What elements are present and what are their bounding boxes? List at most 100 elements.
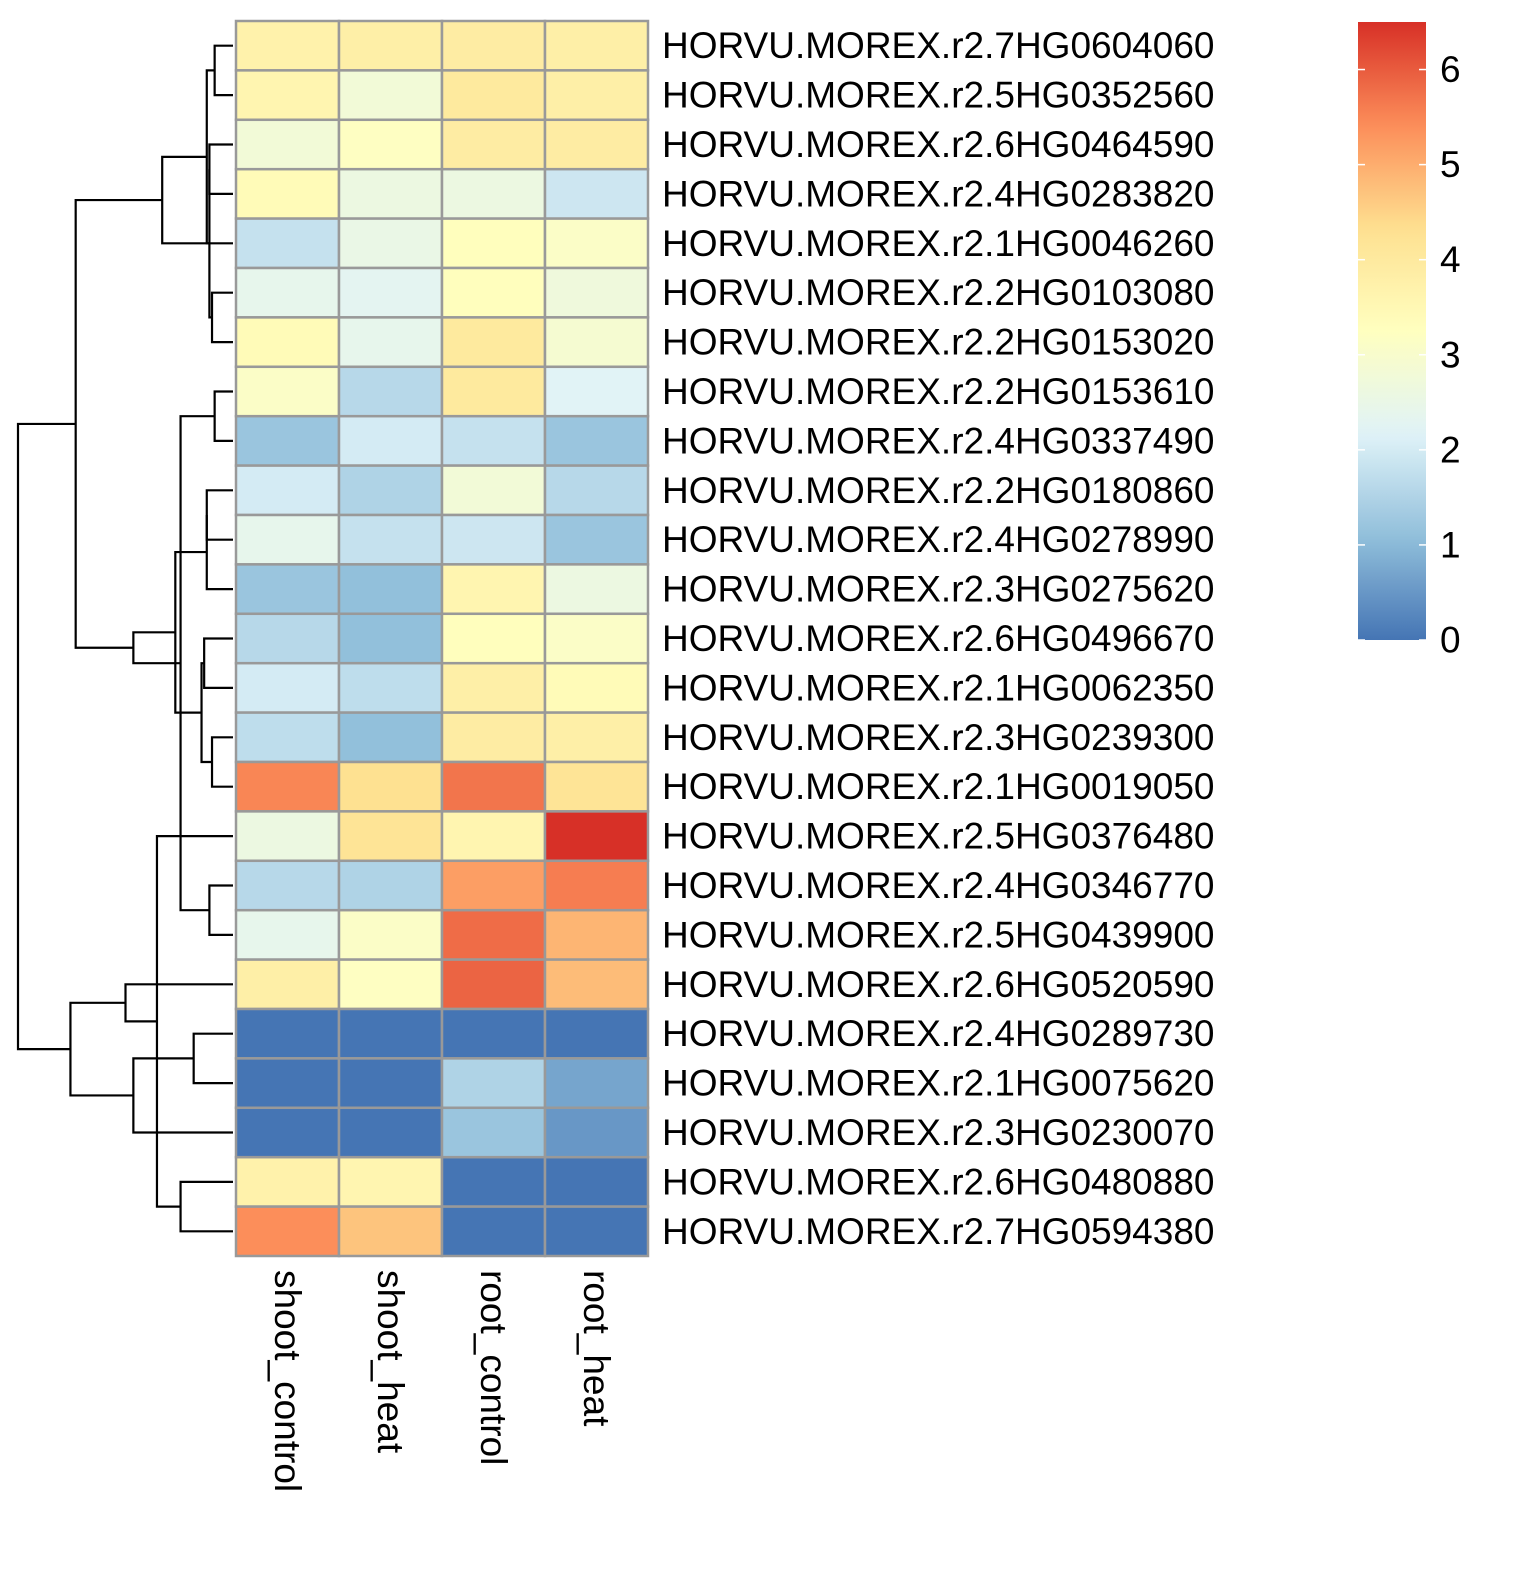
dendrogram-branch (179, 415, 215, 912)
row-label: HORVU.MOREX.r2.3HG0275620 (662, 569, 1215, 610)
row-labels: HORVU.MOREX.r2.7HG0604060 HORVU.MOREX.r2.… (662, 25, 1215, 1252)
row-label: HORVU.MOREX.r2.2HG0153020 (662, 322, 1215, 363)
row-label: HORVU.MOREX.r2.1HG0046260 (662, 223, 1215, 264)
heatmap-cell (337, 266, 444, 319)
legend-tick-label: 5 (1440, 144, 1461, 185)
dendrogram-branch (213, 390, 233, 442)
heatmap-cell (337, 167, 444, 220)
heatmap-cell (337, 19, 444, 72)
heatmap-cell (440, 1007, 547, 1060)
heatmap-cell (234, 217, 341, 270)
legend-tick-label: 4 (1440, 239, 1461, 280)
row-label: HORVU.MOREX.r2.4HG0283820 (662, 173, 1215, 214)
heatmap-cell (543, 1007, 650, 1060)
heatmap-cell (234, 612, 341, 665)
color-legend-bar (1358, 22, 1426, 640)
heatmap-cell (440, 760, 547, 813)
heatmap-cell (234, 563, 341, 616)
dendrogram-branch (205, 515, 233, 591)
row-label: HORVU.MOREX.r2.7HG0594380 (662, 1211, 1215, 1252)
heatmap-cell (440, 661, 547, 714)
heatmap-cell (440, 711, 547, 764)
legend-tick-label: 2 (1440, 429, 1461, 470)
column-label: root_control (473, 1270, 514, 1465)
heatmap-cell (337, 513, 444, 566)
heatmap-cell (337, 661, 444, 714)
legend-tick-label: 6 (1440, 49, 1461, 90)
heatmap-cell (234, 19, 341, 72)
heatmap-cell (543, 810, 650, 863)
heatmap-cell (337, 958, 444, 1011)
heatmap-cell (543, 958, 650, 1011)
heatmap-cell (543, 365, 650, 418)
heatmap-cell (440, 69, 547, 122)
heatmap-cell (337, 464, 444, 517)
heatmap-cell (337, 365, 444, 418)
color-legend: 0 1 2 3 4 5 6 (1358, 22, 1461, 661)
heatmap-cell (337, 1106, 444, 1159)
heatmap-cell (234, 118, 341, 171)
heatmap-cell (337, 760, 444, 813)
dendrogram-branch (161, 155, 210, 245)
row-label: HORVU.MOREX.r2.6HG0480880 (662, 1161, 1215, 1202)
heatmap-cell (234, 1057, 341, 1110)
row-label: HORVU.MOREX.r2.2HG0153610 (662, 371, 1215, 412)
heatmap-cell (440, 464, 547, 517)
dendrogram-branch (179, 1180, 233, 1233)
heatmap-cell (543, 118, 650, 171)
heatmap-cell (337, 1057, 444, 1110)
dendrogram-branch (155, 835, 233, 1208)
heatmap-cell (234, 908, 341, 961)
heatmap-cell (234, 266, 341, 319)
row-label: HORVU.MOREX.r2.5HG0439900 (662, 914, 1215, 955)
heatmap-cell (337, 316, 444, 369)
heatmap-cell (440, 1155, 547, 1208)
row-label: HORVU.MOREX.r2.3HG0230070 (662, 1112, 1215, 1153)
heatmap-cell (440, 19, 547, 72)
heatmap-cell (234, 316, 341, 369)
heatmap-cell (543, 1205, 650, 1258)
heatmap-cell (543, 908, 650, 961)
row-label: HORVU.MOREX.r2.1HG0062350 (662, 667, 1215, 708)
heatmap-cell (234, 1155, 341, 1208)
heatmap-cell (543, 661, 650, 714)
color-legend-ticks: 0 1 2 3 4 5 6 (1358, 49, 1461, 661)
column-label: shoot_control (267, 1270, 308, 1492)
row-dendrogram (16, 44, 233, 1233)
heatmap-cell (543, 760, 650, 813)
dendrogram-branch (213, 44, 233, 97)
heatmap-cell (234, 69, 341, 122)
column-label: root_heat (576, 1270, 617, 1427)
heatmap-cell (543, 711, 650, 764)
heatmap-cell (543, 1155, 650, 1208)
heatmap-cell (234, 167, 341, 220)
heatmap-cell (337, 908, 444, 961)
heatmap-cell (440, 810, 547, 863)
heatmap-cell (440, 167, 547, 220)
row-label: HORVU.MOREX.r2.4HG0278990 (662, 519, 1215, 560)
row-label: HORVU.MOREX.r2.3HG0239300 (662, 717, 1215, 758)
heatmap-cell (440, 118, 547, 171)
heatmap-cell (440, 1205, 547, 1258)
row-label: HORVU.MOREX.r2.4HG0346770 (662, 865, 1215, 906)
heatmap-cell (440, 859, 547, 912)
heatmap-cell (234, 661, 341, 714)
heatmap-cell (440, 908, 547, 961)
heatmap-cell (543, 464, 650, 517)
heatmap-cell (543, 19, 650, 72)
heatmap-cell (440, 612, 547, 665)
heatmap-cell (543, 1057, 650, 1110)
row-label: HORVU.MOREX.r2.5HG0376480 (662, 816, 1215, 857)
dendrogram-branch (208, 884, 233, 936)
heatmap-cell (234, 1205, 341, 1258)
dendrogram-branch (208, 143, 233, 195)
dendrogram-branch (124, 983, 233, 1023)
heatmap-cell (543, 859, 650, 912)
dendrogram-branch (132, 1057, 233, 1134)
heatmap-cell (440, 365, 547, 418)
heatmap-cell (234, 859, 341, 912)
heatmap-cell (440, 958, 547, 1011)
heatmap-cell (337, 711, 444, 764)
heatmap-cell (337, 859, 444, 912)
heatmap-cell (337, 118, 444, 171)
